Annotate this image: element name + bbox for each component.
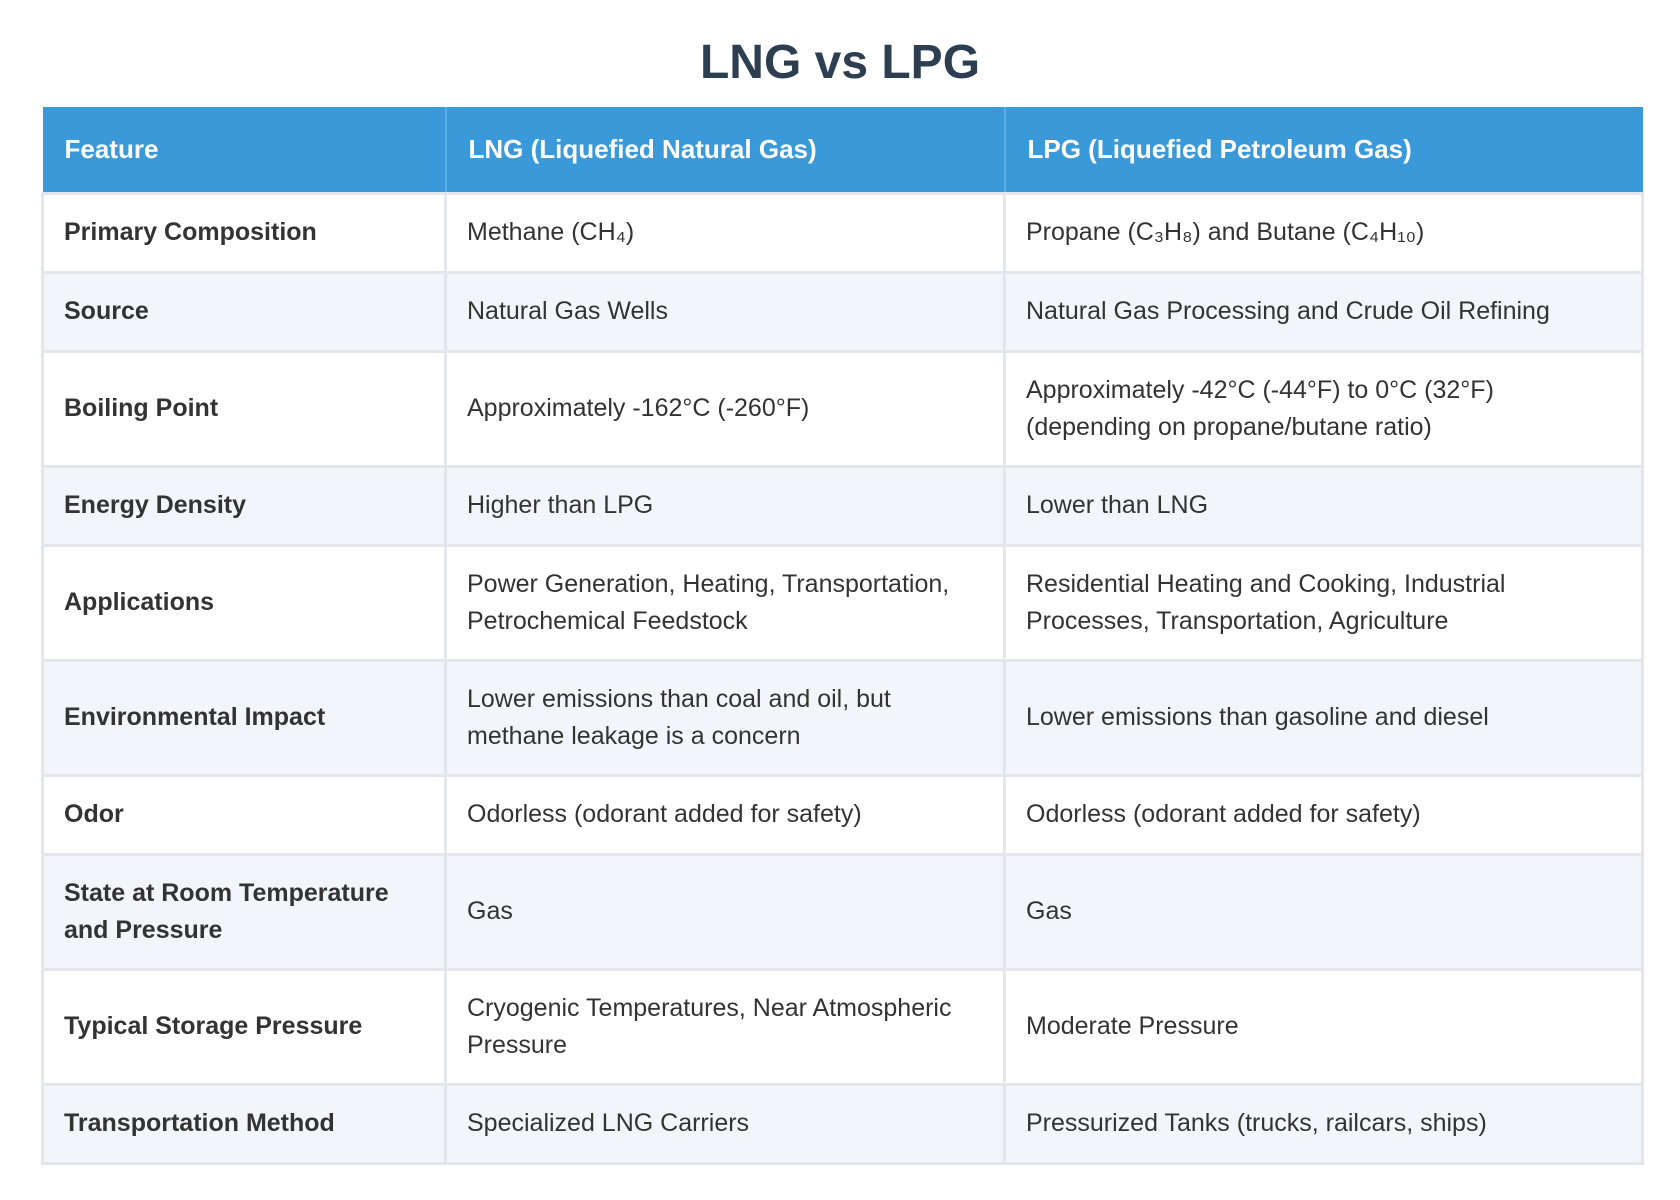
column-header-lng: LNG (Liquefied Natural Gas) [445,107,1006,193]
table-row: State at Room Temperature and Pressure G… [41,852,1644,971]
table-row: Odor Odorless (odorant added for safety)… [41,773,1644,856]
feature-cell: State at Room Temperature and Pressure [41,852,447,971]
lng-cell: Specialized LNG Carriers [444,1082,1006,1165]
table-body: Primary Composition Methane (CH₄) Propan… [41,191,1644,1165]
lng-cell: Cryogenic Temperatures, Near Atmospheric… [444,967,1006,1086]
lpg-cell: Natural Gas Processing and Crude Oil Ref… [1003,270,1644,353]
lpg-cell: Moderate Pressure [1003,967,1644,1086]
lng-cell: Higher than LPG [444,464,1006,547]
header-row: Feature LNG (Liquefied Natural Gas) LPG … [42,107,1643,193]
table-row: Environmental Impact Lower emissions tha… [41,658,1644,777]
lpg-cell: Residential Heating and Cooking, Industr… [1003,543,1644,662]
feature-cell: Boiling Point [41,349,447,468]
lng-cell: Lower emissions than coal and oil, but m… [444,658,1006,777]
lpg-cell: Approximately -42°C (-44°F) to 0°C (32°F… [1003,349,1644,468]
feature-cell: Applications [41,543,447,662]
feature-cell: Source [41,270,447,353]
lpg-cell: Gas [1003,852,1644,971]
feature-cell: Energy Density [41,464,447,547]
table-row: Applications Power Generation, Heating, … [41,543,1644,662]
lpg-cell: Lower than LNG [1003,464,1644,547]
comparison-table: Feature LNG (Liquefied Natural Gas) LPG … [41,107,1644,1165]
lpg-cell: Odorless (odorant added for safety) [1003,773,1644,856]
lng-cell: Approximately -162°C (-260°F) [444,349,1006,468]
feature-cell: Primary Composition [41,191,447,274]
lpg-cell: Lower emissions than gasoline and diesel [1003,658,1644,777]
table-row: Energy Density Higher than LPG Lower tha… [41,464,1644,547]
table-header: Feature LNG (Liquefied Natural Gas) LPG … [42,107,1643,193]
table-row: Transportation Method Specialized LNG Ca… [41,1082,1644,1165]
column-header-lpg: LPG (Liquefied Petroleum Gas) [1004,107,1643,193]
lpg-cell: Pressurized Tanks (trucks, railcars, shi… [1003,1082,1644,1165]
lng-cell: Gas [444,852,1006,971]
feature-cell: Transportation Method [41,1082,447,1165]
feature-cell: Odor [41,773,447,856]
lng-cell: Natural Gas Wells [444,270,1006,353]
page-title: LNG vs LPG [699,36,981,89]
table-row: Primary Composition Methane (CH₄) Propan… [41,191,1644,274]
feature-cell: Environmental Impact [41,658,447,777]
lng-cell: Odorless (odorant added for safety) [444,773,1006,856]
lng-cell: Power Generation, Heating, Transportatio… [444,543,1006,662]
lpg-cell: Propane (C₃H₈) and Butane (C₄H₁₀) [1003,191,1644,274]
column-header-feature: Feature [42,107,447,193]
table-row: Boiling Point Approximately -162°C (-260… [41,349,1644,468]
lng-cell: Methane (CH₄) [444,191,1006,274]
comparison-table-container: Feature LNG (Liquefied Natural Gas) LPG … [41,107,1644,1165]
table-row: Source Natural Gas Wells Natural Gas Pro… [41,270,1644,353]
table-row: Typical Storage Pressure Cryogenic Tempe… [41,967,1644,1086]
feature-cell: Typical Storage Pressure [41,967,447,1086]
